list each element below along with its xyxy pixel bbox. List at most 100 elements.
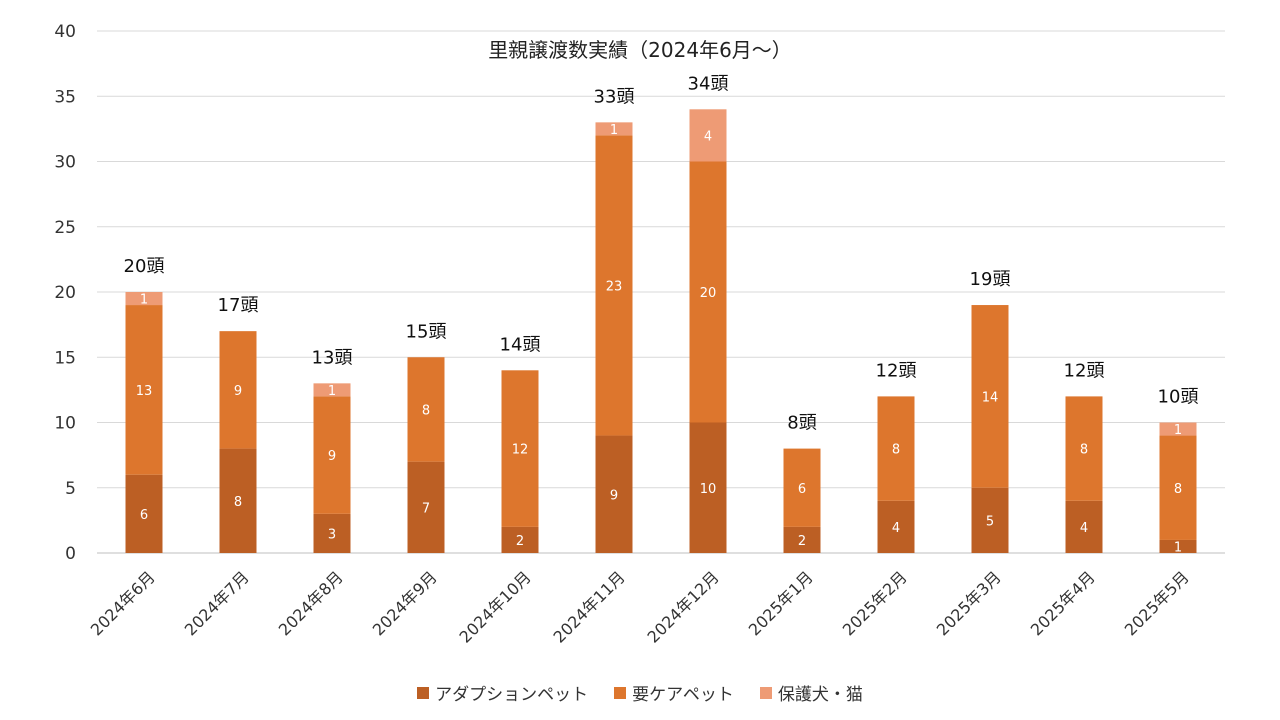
bar-segment: [219, 448, 257, 553]
bar-segment: [219, 331, 257, 449]
bar-segment: [595, 122, 633, 136]
bar-segment: [313, 396, 351, 514]
bar-segment: [1159, 435, 1197, 540]
data-label: 9: [610, 488, 618, 503]
data-label: 1: [1174, 423, 1182, 438]
bar-segment: [501, 526, 539, 553]
x-tick-label: 2025年1月: [745, 567, 817, 639]
data-label: 8: [422, 403, 430, 418]
data-label: 1: [328, 384, 336, 399]
bar-segment: [125, 305, 163, 475]
bar-segment: [407, 357, 445, 462]
total-label: 34頭: [688, 73, 729, 94]
data-label: 10: [700, 482, 717, 497]
chart-legend: アダプションペット 要ケアペット 保護犬・猫: [0, 680, 1280, 705]
bar-segment: [783, 448, 821, 527]
x-tick-label: 2025年3月: [933, 567, 1005, 639]
bar-segment: [1159, 539, 1197, 553]
total-label: 14頭: [500, 334, 541, 355]
total-label: 15頭: [406, 321, 447, 342]
legend-swatch-adoption: [417, 686, 430, 699]
legend-item-rescue: 保護犬・猫: [759, 680, 863, 705]
x-tick-label: 2025年2月: [839, 567, 911, 639]
bar-segment: [125, 292, 163, 306]
total-label: 20頭: [124, 256, 165, 277]
data-label: 1: [1174, 540, 1182, 555]
y-tick-label: 15: [54, 348, 76, 368]
data-label: 7: [422, 501, 430, 516]
bar-segment: [595, 435, 633, 553]
data-label: 1: [140, 293, 148, 308]
x-tick-label: 2025年4月: [1027, 567, 1099, 639]
total-label: 10頭: [1158, 387, 1199, 408]
bar-segment: [971, 305, 1009, 488]
bar-segment: [501, 370, 539, 527]
x-tick-label: 2024年6月: [87, 567, 159, 639]
data-label: 8: [234, 495, 242, 510]
y-tick-label: 10: [54, 414, 76, 434]
data-label: 8: [1174, 482, 1182, 497]
data-label: 14: [982, 390, 999, 405]
y-tick-label: 25: [54, 218, 76, 238]
y-tick-label: 5: [65, 479, 76, 499]
legend-label-rescue: 保護犬・猫: [777, 685, 863, 705]
y-tick-label: 0: [65, 544, 76, 564]
legend-swatch-care: [614, 686, 627, 699]
bar-segment: [689, 161, 727, 423]
total-label: 8頭: [787, 413, 816, 434]
bar-segment: [313, 383, 351, 397]
y-tick-label: 30: [54, 153, 76, 173]
chart-title: 里親譲渡数実績（2024年6月～）: [488, 38, 792, 62]
total-label: 19頭: [970, 269, 1011, 290]
total-label: 12頭: [876, 360, 917, 381]
data-label: 9: [234, 384, 242, 399]
legend-item-adoption: アダプションペット: [417, 680, 588, 705]
data-label: 5: [986, 514, 994, 529]
bar-segment: [877, 500, 915, 553]
bar-segment: [1159, 422, 1197, 436]
data-label: 1: [610, 123, 618, 138]
x-tick-label: 2024年9月: [369, 567, 441, 639]
y-tick-label: 20: [54, 283, 76, 303]
data-label: 2: [516, 534, 524, 549]
data-label: 8: [892, 443, 900, 458]
bar-segment: [595, 135, 633, 436]
data-label: 12: [512, 443, 529, 458]
bar-segment: [125, 474, 163, 553]
x-tick-label: 2024年7月: [181, 567, 253, 639]
legend-label-adoption: アダプションペット: [435, 685, 589, 705]
legend-swatch-rescue: [759, 686, 772, 699]
total-label: 12頭: [1064, 360, 1105, 381]
bar-segment: [689, 109, 727, 162]
x-tick-label: 2025年5月: [1121, 567, 1193, 639]
total-label: 17頭: [218, 295, 259, 316]
data-label: 6: [140, 508, 148, 523]
bar-segment: [1065, 396, 1103, 501]
data-label: 2: [798, 534, 806, 549]
data-label: 4: [1080, 521, 1088, 536]
y-tick-label: 35: [54, 87, 76, 107]
data-label: 9: [328, 449, 336, 464]
data-label: 3: [328, 527, 336, 542]
legend-item-care: 要ケアペット: [614, 680, 734, 705]
x-tick-label: 2024年12月: [644, 567, 723, 646]
x-tick-label: 2024年8月: [275, 567, 347, 639]
data-label: 6: [798, 482, 806, 497]
data-label: 13: [136, 384, 153, 399]
y-tick-label: 40: [54, 22, 76, 42]
total-label: 13頭: [312, 347, 353, 368]
data-label: 23: [606, 279, 623, 294]
data-label: 4: [704, 129, 712, 144]
data-label: 20: [700, 286, 717, 301]
bar-segment: [407, 461, 445, 553]
total-label: 33頭: [594, 86, 635, 107]
data-label: 4: [892, 521, 900, 536]
bar-segment: [313, 513, 351, 553]
x-tick-label: 2024年11月: [550, 567, 629, 646]
bar-segment: [971, 487, 1009, 553]
bar-segment: [1065, 500, 1103, 553]
legend-label-care: 要ケアペット: [632, 685, 734, 705]
bar-segment: [689, 422, 727, 553]
bar-segment: [783, 526, 821, 553]
